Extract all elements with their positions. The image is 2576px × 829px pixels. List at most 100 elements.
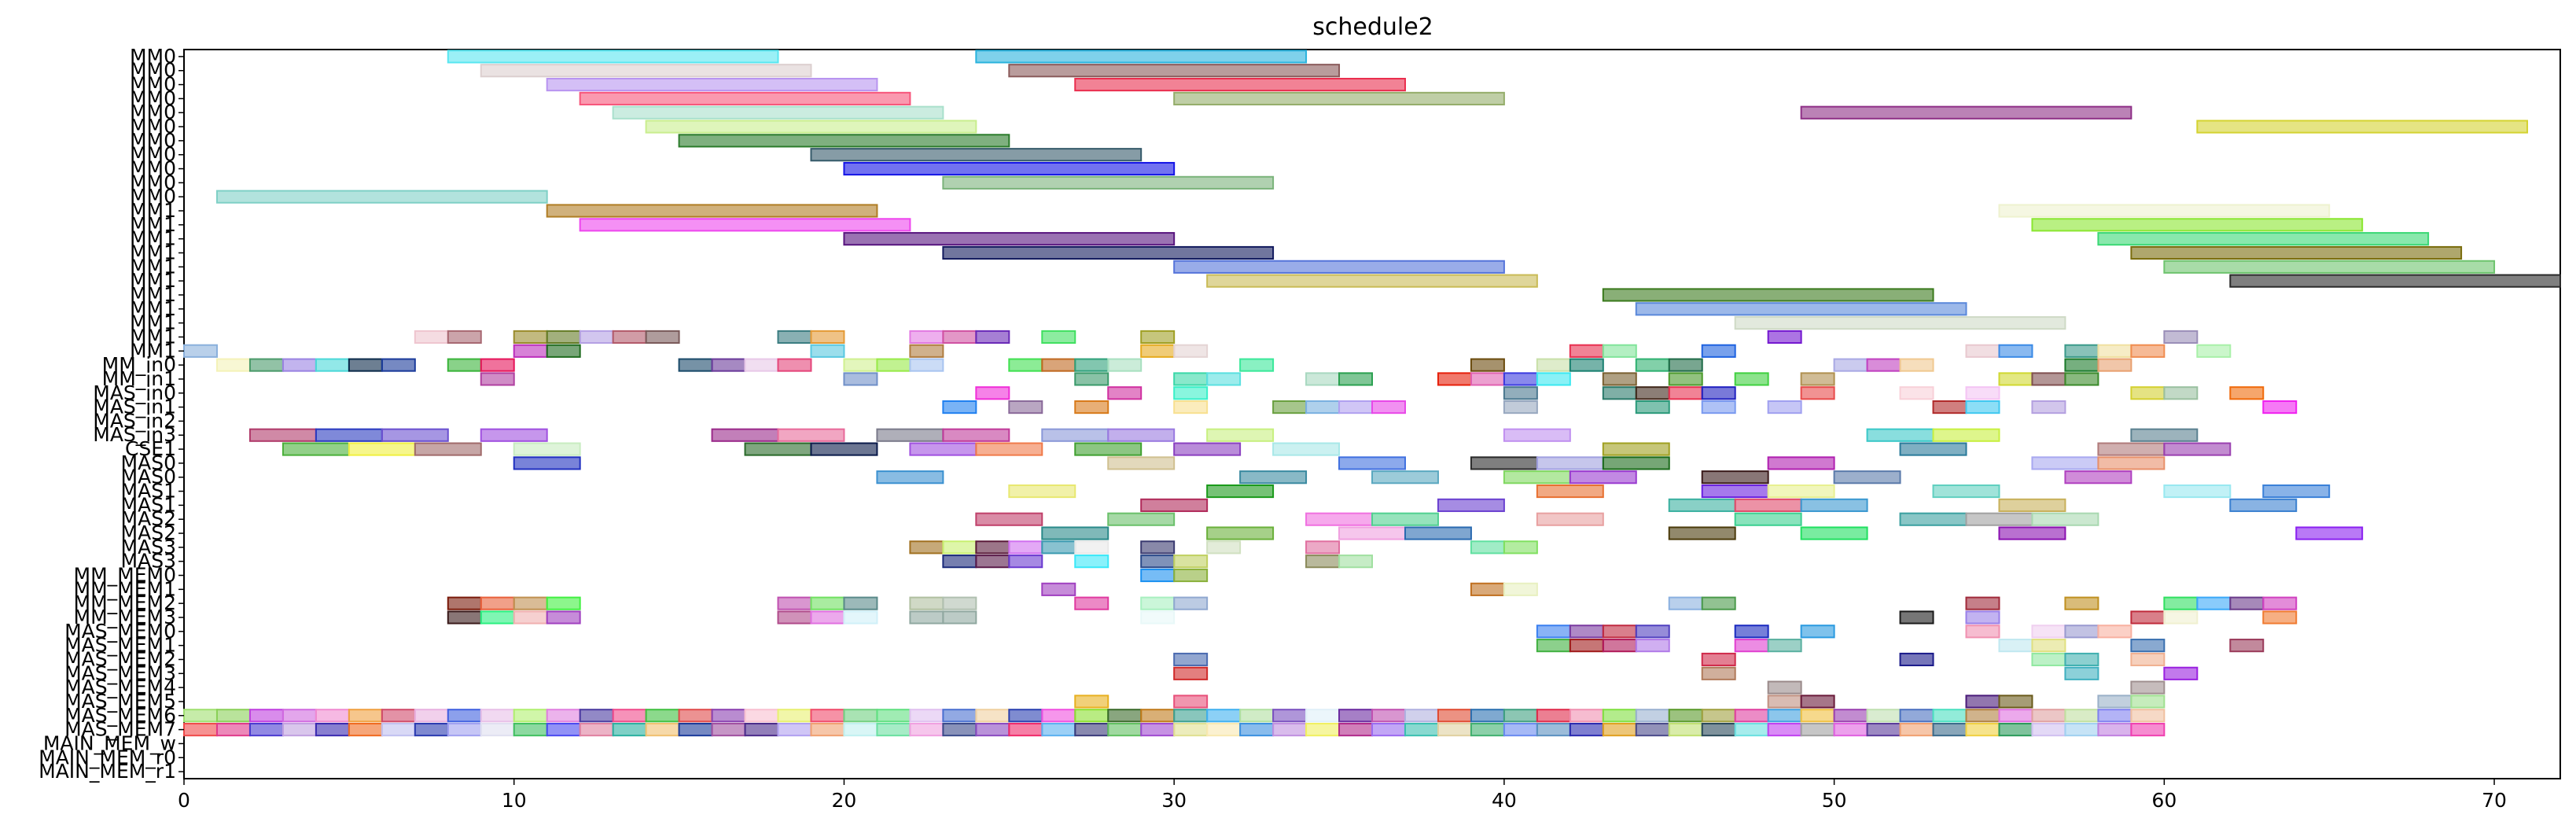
task-bar xyxy=(942,330,977,344)
y-tick-label: MAS1 xyxy=(121,493,176,516)
task-bar xyxy=(1536,723,1571,737)
task-bar xyxy=(414,442,482,456)
task-bar xyxy=(381,358,416,372)
task-bar xyxy=(1635,386,1670,400)
task-bar xyxy=(414,723,449,737)
task-bar xyxy=(447,723,482,737)
x-tick-label: 40 xyxy=(1492,789,1517,812)
x-tick-label: 0 xyxy=(178,789,190,812)
task-bar xyxy=(909,344,944,358)
task-bar xyxy=(1767,456,1835,470)
y-tick-label: MAS_MEM0 xyxy=(64,620,176,643)
task-bar xyxy=(513,344,548,358)
task-bar xyxy=(678,358,713,372)
task-bar xyxy=(1734,372,1769,386)
y-axis: MM0MM0MM0MM0MM0MM0MM0MM0MM0MM0MM0MM1MM1M… xyxy=(39,45,184,783)
y-tick-label: MM_MEM1 xyxy=(74,577,176,600)
y-tick-label: MM1 xyxy=(130,241,176,263)
task-bar xyxy=(1602,639,1637,653)
task-bar xyxy=(612,105,944,120)
task-bar xyxy=(480,358,515,372)
task-bar xyxy=(1173,372,1209,386)
task-bar xyxy=(2031,372,2066,386)
y-tick-label: MM0 xyxy=(130,101,176,123)
task-bar xyxy=(1701,709,1736,723)
task-bar xyxy=(2064,372,2099,386)
task-bar xyxy=(1899,358,1934,372)
task-bar xyxy=(215,190,548,204)
task-bar xyxy=(348,709,383,723)
task-bar xyxy=(480,596,515,610)
task-bar xyxy=(546,610,581,625)
task-bar xyxy=(1635,723,1670,737)
task-bar xyxy=(1272,709,1308,723)
x-tick-label: 20 xyxy=(832,789,857,812)
y-tick-label: MM0 xyxy=(130,185,176,208)
task-bar xyxy=(1899,652,1934,667)
task-bar xyxy=(1173,91,1505,105)
task-bar xyxy=(1173,652,1209,667)
task-bar xyxy=(1965,695,2000,709)
task-bar xyxy=(1767,723,1802,737)
task-bar xyxy=(1899,723,1934,737)
y-tick-label: MAS_in1 xyxy=(93,396,176,418)
task-bar xyxy=(1503,723,1538,737)
task-bar xyxy=(1668,358,1703,372)
task-bar xyxy=(1272,442,1341,456)
task-bar xyxy=(513,610,548,625)
task-bar xyxy=(1734,498,1802,512)
task-bar xyxy=(1635,302,1967,316)
task-bar xyxy=(1932,400,1967,414)
y-tick-label: MAIN_MEM_w xyxy=(43,731,176,754)
plot-area xyxy=(183,49,2561,779)
task-bar xyxy=(1008,723,1043,737)
y-tick-label: MM1 xyxy=(130,213,176,236)
task-bar xyxy=(1767,639,1802,653)
y-tick-label: MAS0 xyxy=(121,466,176,488)
task-bar xyxy=(1140,610,1176,625)
task-bar xyxy=(248,358,284,372)
y-tick-label: MM1 xyxy=(130,255,176,278)
task-bar xyxy=(1602,344,1637,358)
task-bar xyxy=(2196,596,2232,610)
task-bar xyxy=(1173,386,1209,400)
task-bar xyxy=(2130,639,2166,653)
task-bar xyxy=(2130,386,2166,400)
task-bar xyxy=(2031,723,2066,737)
task-bar xyxy=(876,470,944,485)
task-bar xyxy=(975,50,1308,64)
y-tick-label: MM0 xyxy=(130,45,176,68)
y-tick-label: MAS_MEM1 xyxy=(64,634,176,657)
task-bar xyxy=(2163,666,2199,680)
task-bar xyxy=(744,442,812,456)
task-bar xyxy=(2130,680,2166,695)
task-bar xyxy=(1965,400,2000,414)
task-bar xyxy=(1074,723,1110,737)
task-bar xyxy=(2229,498,2298,512)
task-bar xyxy=(1668,723,1703,737)
task-bar xyxy=(2097,232,2430,246)
task-bar xyxy=(1074,372,1110,386)
task-bar xyxy=(2229,596,2265,610)
task-bar xyxy=(1305,709,1341,723)
task-bar xyxy=(645,709,680,723)
task-bar xyxy=(579,330,614,344)
task-bar xyxy=(1998,526,2066,540)
task-bar xyxy=(1800,372,1835,386)
task-bar xyxy=(612,723,647,737)
task-bar xyxy=(1239,358,1275,372)
task-bar xyxy=(843,358,878,372)
task-bar xyxy=(1503,709,1538,723)
task-bar xyxy=(2229,386,2265,400)
task-bar xyxy=(447,596,482,610)
task-bar xyxy=(2130,245,2463,260)
task-bar xyxy=(1041,330,1076,344)
task-bar xyxy=(876,428,944,442)
task-bar xyxy=(1965,386,2000,400)
y-tick-label: MM_MEM2 xyxy=(74,591,176,614)
task-bar xyxy=(2097,358,2133,372)
task-bar xyxy=(1800,709,1835,723)
task-bar xyxy=(447,330,482,344)
task-bar xyxy=(546,204,878,218)
